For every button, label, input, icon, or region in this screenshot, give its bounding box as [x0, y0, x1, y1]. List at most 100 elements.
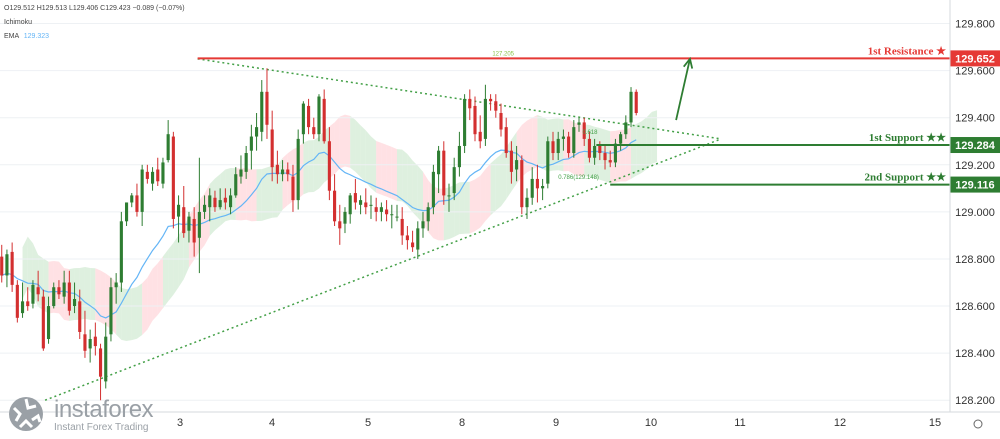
- candle[interactable]: [93, 322, 97, 356]
- candle[interactable]: [182, 185, 186, 238]
- candle[interactable]: [213, 190, 217, 212]
- candle[interactable]: [88, 329, 92, 363]
- candle[interactable]: [390, 204, 394, 229]
- candle[interactable]: [244, 145, 248, 179]
- candle[interactable]: [203, 195, 207, 219]
- candle[interactable]: [385, 200, 389, 222]
- candle[interactable]: [333, 174, 337, 227]
- candle[interactable]: [270, 110, 274, 182]
- candle[interactable]: [281, 160, 285, 182]
- candle[interactable]: [364, 188, 368, 215]
- candle[interactable]: [343, 207, 347, 234]
- candle[interactable]: [0, 244, 4, 283]
- candle[interactable]: [551, 131, 555, 161]
- candle[interactable]: [395, 204, 399, 222]
- candle[interactable]: [353, 178, 357, 210]
- candle[interactable]: [275, 150, 279, 184]
- candle[interactable]: [140, 164, 144, 227]
- candle[interactable]: [541, 178, 545, 201]
- candle[interactable]: [603, 145, 607, 170]
- candle[interactable]: [369, 195, 373, 219]
- candle[interactable]: [405, 226, 409, 250]
- candle[interactable]: [52, 282, 56, 309]
- candle[interactable]: [114, 273, 118, 304]
- candle[interactable]: [171, 131, 175, 229]
- candle[interactable]: [437, 145, 441, 194]
- candle[interactable]: [374, 197, 378, 222]
- candle[interactable]: [509, 141, 513, 184]
- candle[interactable]: [317, 94, 321, 142]
- candle[interactable]: [291, 164, 295, 212]
- candle[interactable]: [197, 157, 201, 274]
- candle[interactable]: [447, 183, 451, 212]
- candle[interactable]: [634, 89, 638, 116]
- candle[interactable]: [411, 230, 415, 252]
- candle[interactable]: [83, 310, 87, 358]
- candle[interactable]: [135, 183, 139, 217]
- candle[interactable]: [338, 204, 342, 245]
- candle[interactable]: [520, 155, 524, 215]
- candle[interactable]: [20, 282, 25, 318]
- candle[interactable]: [556, 131, 560, 161]
- settings-gear-icon[interactable]: [973, 419, 983, 429]
- candle[interactable]: [629, 87, 633, 128]
- candle[interactable]: [239, 155, 243, 184]
- candle[interactable]: [130, 193, 134, 208]
- candle[interactable]: [301, 101, 305, 144]
- candle[interactable]: [26, 287, 30, 311]
- candle[interactable]: [150, 167, 155, 191]
- candle[interactable]: [327, 127, 331, 201]
- candle[interactable]: [577, 117, 581, 132]
- candle[interactable]: [348, 193, 352, 224]
- candle[interactable]: [400, 207, 404, 245]
- candle[interactable]: [530, 167, 534, 205]
- candle[interactable]: [265, 68, 269, 139]
- candle[interactable]: [10, 242, 14, 292]
- candle[interactable]: [582, 117, 586, 146]
- candle[interactable]: [624, 115, 628, 139]
- candle[interactable]: [525, 188, 529, 219]
- candle[interactable]: [67, 270, 71, 316]
- candle[interactable]: [473, 96, 477, 142]
- candle[interactable]: [161, 157, 165, 189]
- candle[interactable]: [62, 270, 66, 304]
- candle[interactable]: [421, 211, 425, 238]
- candle[interactable]: [260, 80, 264, 142]
- candle[interactable]: [515, 145, 519, 182]
- candle[interactable]: [57, 280, 61, 299]
- candle[interactable]: [504, 117, 508, 158]
- candle[interactable]: [192, 207, 196, 257]
- candle[interactable]: [36, 270, 40, 302]
- candle[interactable]: [41, 289, 45, 351]
- candle[interactable]: [166, 120, 170, 163]
- candle[interactable]: [431, 164, 435, 215]
- candle[interactable]: [145, 164, 149, 184]
- candle[interactable]: [229, 188, 233, 215]
- candle[interactable]: [255, 113, 259, 151]
- candle[interactable]: [546, 136, 550, 189]
- candle[interactable]: [426, 202, 430, 231]
- candle[interactable]: [124, 202, 129, 227]
- candle[interactable]: [208, 188, 212, 222]
- candle[interactable]: [312, 117, 316, 139]
- candle[interactable]: [483, 84, 487, 146]
- candle[interactable]: [489, 94, 493, 111]
- candle[interactable]: [463, 94, 467, 154]
- candle[interactable]: [46, 296, 51, 344]
- candle[interactable]: [613, 138, 617, 168]
- candle[interactable]: [187, 211, 191, 243]
- candle[interactable]: [499, 103, 503, 137]
- candle[interactable]: [457, 131, 461, 177]
- candle[interactable]: [15, 280, 19, 323]
- candle[interactable]: [535, 164, 539, 203]
- candle[interactable]: [587, 131, 591, 163]
- candle[interactable]: [567, 131, 571, 158]
- candle[interactable]: [296, 129, 300, 210]
- candle[interactable]: [359, 195, 363, 215]
- candle[interactable]: [72, 282, 77, 314]
- candle[interactable]: [494, 94, 498, 118]
- candle[interactable]: [452, 157, 456, 201]
- candle[interactable]: [572, 120, 576, 158]
- candle[interactable]: [442, 141, 446, 205]
